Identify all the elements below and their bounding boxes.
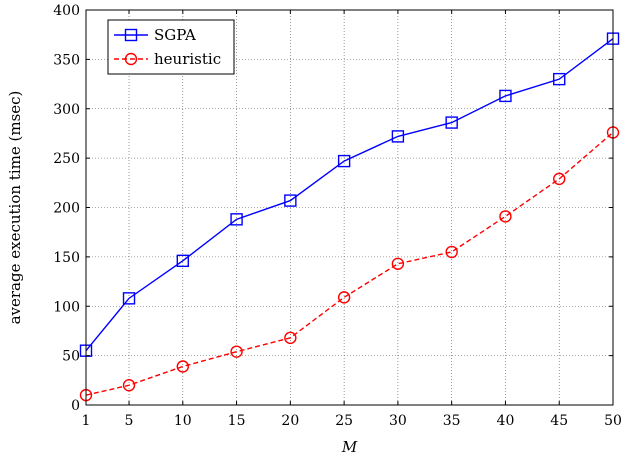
y-tick-label: 50 xyxy=(62,349,80,365)
data-point-sgpa xyxy=(122,292,136,305)
series-heuristic xyxy=(79,126,620,402)
data-point-heuristic xyxy=(284,331,297,345)
x-tick-label: 20 xyxy=(281,413,299,429)
y-tick-label: 200 xyxy=(53,201,80,217)
x-tick-label: 15 xyxy=(228,413,246,429)
data-point-heuristic xyxy=(122,379,136,392)
data-point-heuristic xyxy=(230,345,243,358)
data-point-sgpa xyxy=(445,116,458,129)
legend: SGPA heuristic xyxy=(107,19,235,75)
data-point-heuristic xyxy=(553,172,566,186)
data-point-heuristic xyxy=(176,360,189,373)
x-tick-label: 5 xyxy=(125,413,134,429)
x-axis-ticks: 1 5 10 15 20 25 30 35 40 45 50 xyxy=(82,10,622,429)
x-tick-label: 30 xyxy=(389,413,407,429)
legend-entry-heuristic: heuristic xyxy=(114,50,221,68)
legend-entries: SGPA heuristic xyxy=(114,26,221,68)
series-line-sgpa xyxy=(85,38,614,352)
y-tick-label: 150 xyxy=(53,250,80,266)
series-sgpa xyxy=(79,32,620,357)
legend-label-heuristic: heuristic xyxy=(154,50,221,68)
series-layer xyxy=(79,32,620,402)
legend-entry-sgpa: SGPA xyxy=(114,26,196,44)
data-point-sgpa xyxy=(391,130,405,143)
x-tick-label: 40 xyxy=(497,413,515,429)
x-tick-label: 1 xyxy=(82,413,91,429)
x-tick-label: 25 xyxy=(335,413,353,429)
data-point-sgpa xyxy=(499,89,512,103)
x-tick-label: 50 xyxy=(604,413,622,429)
legend-marker-heuristic xyxy=(124,52,138,66)
y-axis-ticks: 0 50 100 150 200 250 300 350 400 xyxy=(53,3,613,414)
data-point-sgpa xyxy=(337,154,351,168)
data-point-heuristic xyxy=(499,210,512,223)
data-point-heuristic xyxy=(391,257,405,270)
x-tick-label: 10 xyxy=(174,413,192,429)
data-point-sgpa xyxy=(176,254,189,268)
y-tick-label: 400 xyxy=(53,3,80,19)
data-point-sgpa xyxy=(230,213,243,226)
y-axis-label: average execution time (msec) xyxy=(6,91,24,325)
data-point-heuristic xyxy=(337,291,351,304)
legend-label-sgpa: SGPA xyxy=(154,26,196,44)
y-tick-label: 300 xyxy=(53,102,80,118)
y-tick-label: 250 xyxy=(53,151,80,167)
legend-marker-sgpa xyxy=(124,28,138,42)
y-tick-label: 350 xyxy=(53,52,80,68)
data-point-sgpa xyxy=(284,194,297,207)
x-axis-label: M xyxy=(341,438,358,456)
y-tick-label: 100 xyxy=(53,299,80,315)
x-tick-label: 35 xyxy=(443,413,461,429)
y-tick-label: 0 xyxy=(71,398,80,414)
data-point-sgpa xyxy=(553,72,566,86)
series-line-heuristic xyxy=(85,131,614,396)
x-tick-label: 45 xyxy=(550,413,568,429)
data-point-heuristic xyxy=(445,245,458,259)
